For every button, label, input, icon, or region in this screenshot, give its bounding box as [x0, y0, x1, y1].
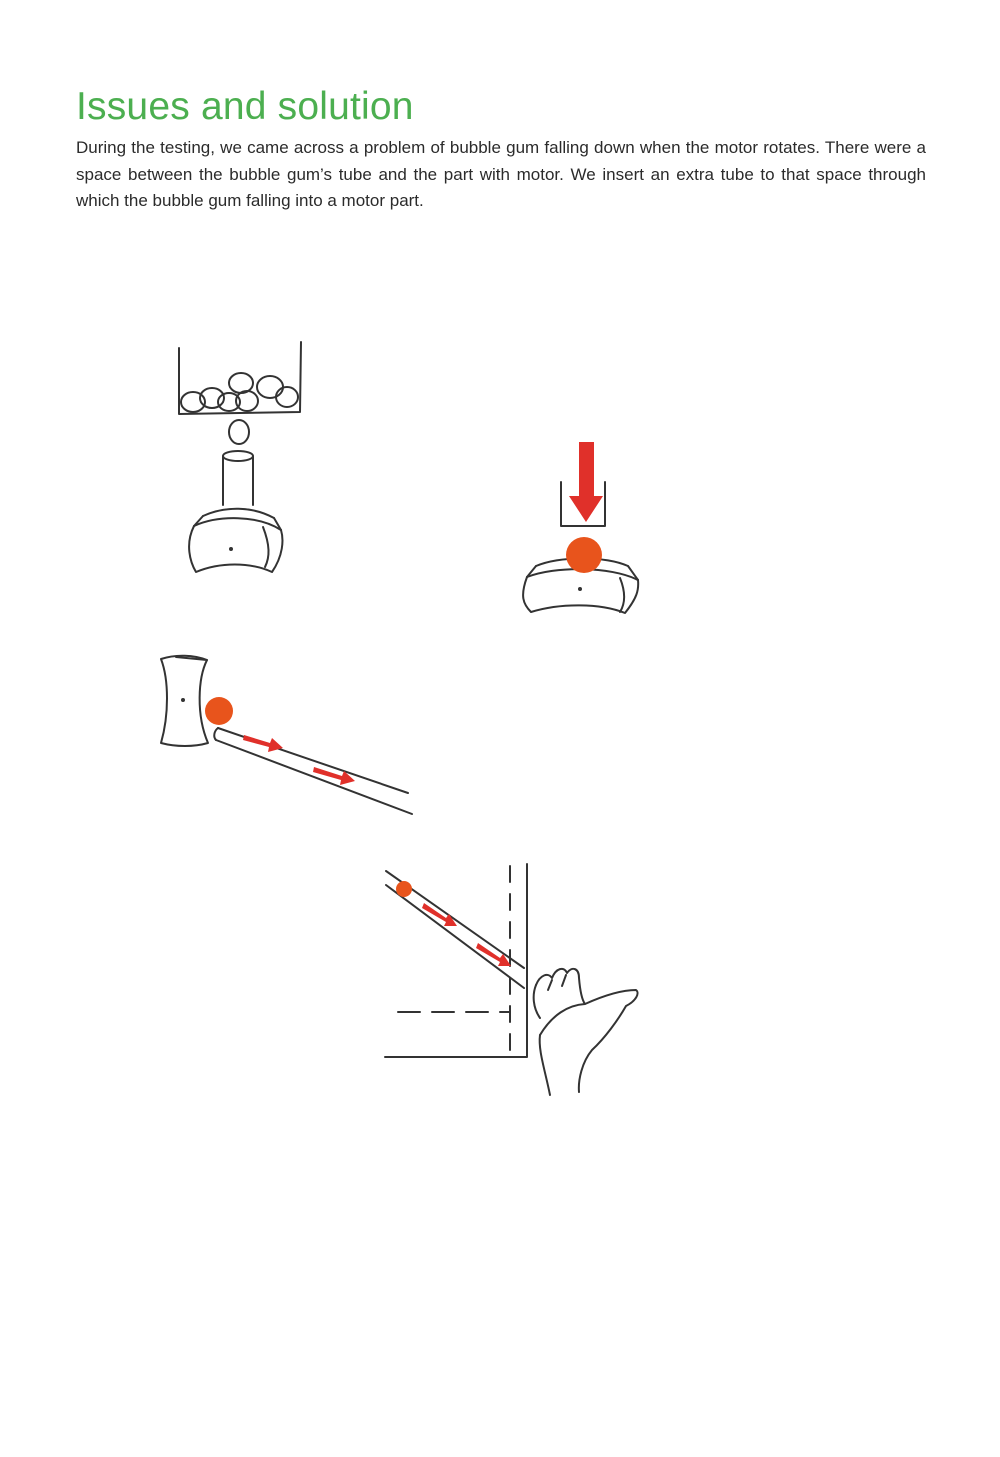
page-title: Issues and solution: [76, 85, 414, 128]
description-paragraph: During the testing, we came across a pro…: [76, 138, 926, 210]
